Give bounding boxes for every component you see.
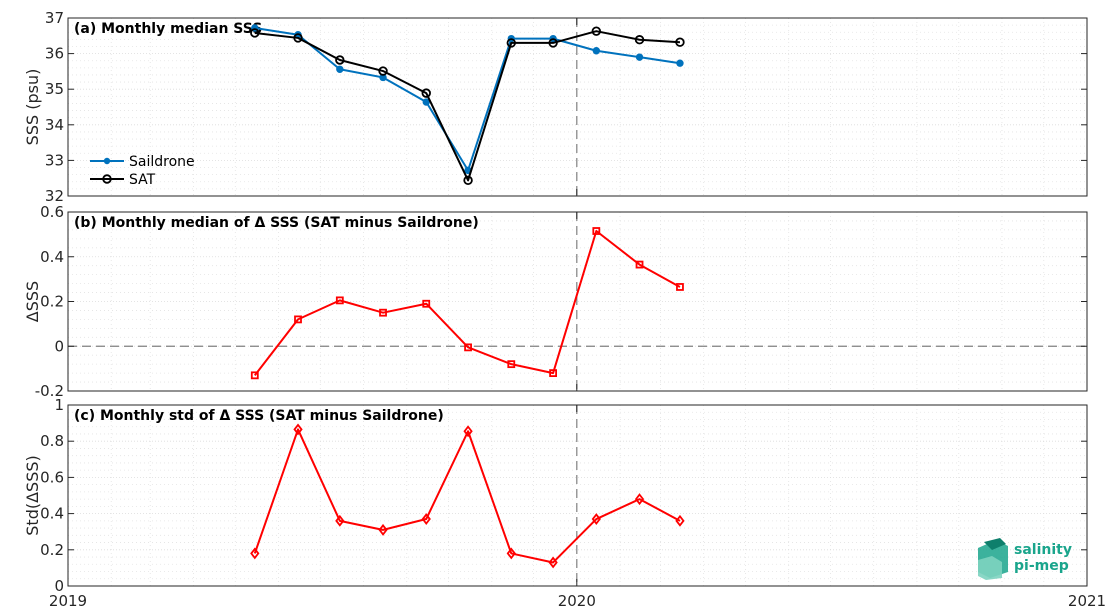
series-line: [253, 428, 681, 564]
y-tick-label: 0.2: [40, 541, 64, 559]
y-tick-label: 0.6: [40, 203, 64, 221]
y-tick-label: 0: [54, 577, 64, 595]
legend-marker: [102, 174, 112, 184]
y-tick-label: 32: [45, 187, 64, 205]
series-sat: [250, 26, 685, 186]
legend-marker: [103, 157, 111, 165]
data-point: [634, 493, 645, 506]
data-point: [592, 227, 601, 235]
data-point: [250, 547, 260, 560]
y-axis-label: SSS (psu): [23, 69, 42, 146]
data-point: [676, 59, 684, 67]
data-point: [507, 360, 516, 369]
y-tick-label: 0.4: [40, 505, 64, 523]
data-point: [676, 283, 684, 291]
y-tick-label: 0.2: [40, 293, 64, 311]
data-point: [675, 514, 685, 527]
y-tick-label: 0.8: [40, 432, 64, 450]
data-point: [635, 260, 644, 269]
axes-frame: [67, 404, 1088, 587]
panel-title: (b) Monthly median of Δ SSS (SAT minus S…: [74, 215, 479, 231]
data-point: [422, 299, 431, 308]
x-tick-label: 2020: [558, 592, 596, 610]
y-tick-label: 0.6: [40, 468, 64, 486]
series-saildrone: [251, 24, 684, 175]
panel-b: -0.2 0 0.2 0.4 0.6 ΔSSS (b) Monthly median of …: [23, 203, 1088, 400]
data-point: [293, 423, 303, 436]
data-point: [634, 35, 645, 45]
data-point: [675, 37, 685, 47]
y-tick-label: 1: [54, 396, 64, 414]
y-tick-label: 35: [45, 80, 64, 98]
y-tick-label: 37: [45, 9, 64, 27]
x-tick-label: 2019: [49, 592, 87, 610]
data-point: [592, 47, 601, 55]
y-tick-label: -0.2: [35, 382, 64, 400]
logo-text-line1: salinity: [1014, 542, 1072, 558]
data-point: [250, 371, 259, 380]
plot-area: [68, 405, 1087, 586]
legend: Saildrone SAT: [90, 154, 195, 188]
data-point: [250, 28, 260, 38]
data-point: [293, 33, 303, 43]
axes-frame: [67, 17, 1088, 197]
data-point: [635, 53, 644, 61]
y-axis-label: ΔSSS: [23, 281, 42, 322]
panel-c: 0 0.2 0.4 0.6 0.8 1 2019 2020 2021 Std(ΔSSS) (c) M…: [23, 396, 1106, 610]
data-point: [335, 514, 345, 527]
data-point: [294, 315, 302, 324]
data-point: [548, 556, 558, 569]
data-point: [506, 547, 516, 560]
panel-title: (c) Monthly std of Δ SSS (SAT minus Sail…: [74, 408, 444, 424]
data-point: [378, 66, 388, 76]
x-tick-label: 2021: [1068, 592, 1106, 610]
legend-label: Saildrone: [129, 154, 195, 170]
series-delta-sss: [250, 227, 684, 380]
data-point: [464, 343, 472, 352]
series-line: [254, 30, 681, 182]
data-point: [549, 369, 558, 378]
y-tick-label: 0: [54, 337, 64, 355]
data-point: [591, 26, 602, 36]
data-point: [335, 296, 344, 305]
y-tick-label: 33: [45, 151, 64, 169]
y-tick-label: 34: [45, 116, 64, 134]
data-point: [463, 175, 473, 186]
panel-a: 32 33 34 35 36 37 SSS (psu) (a) Monthly median …: [23, 9, 1088, 205]
data-point: [421, 513, 431, 525]
data-point: [378, 523, 388, 536]
logo-text-line2: pi-mep: [1014, 558, 1069, 574]
data-point: [548, 38, 558, 48]
data-point: [335, 55, 345, 65]
data-point: [591, 513, 601, 525]
y-tick-label: 0.4: [40, 248, 64, 266]
axes-frame: [67, 211, 1088, 392]
series-line: [254, 230, 681, 376]
data-point: [336, 65, 344, 73]
logo-mark-icon: [978, 538, 1008, 580]
data-point: [379, 308, 387, 317]
data-point: [463, 425, 473, 438]
data-point: [421, 88, 431, 98]
y-tick-label: 36: [45, 45, 64, 63]
legend-label: SAT: [129, 172, 156, 188]
series-delta-sss: [250, 423, 685, 569]
panel-title: (a) Monthly median SSS: [74, 21, 262, 37]
y-axis-label: Std(ΔSSS): [23, 455, 42, 535]
data-point: [506, 38, 516, 48]
salinity-pi-mep-logo: salinity pi-mep: [978, 538, 1072, 580]
